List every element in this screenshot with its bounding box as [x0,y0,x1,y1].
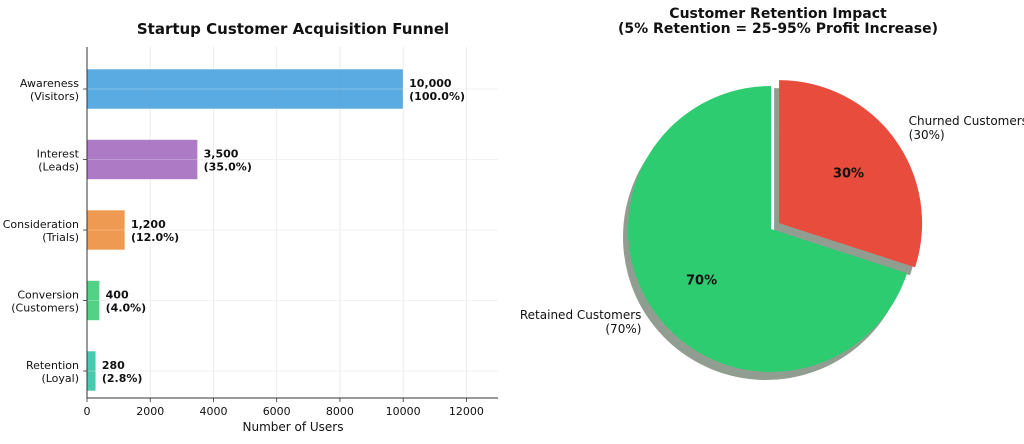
pie-chart-subtitle: (5% Retention = 25-95% Profit Increase) [618,21,938,37]
funnel-category-label: Consideration (Trials) [3,218,79,244]
pie-slice-label: Churned Customers (30%) [909,114,1024,142]
funnel-x-tick-label: 10000 [386,405,421,418]
pie-slice-label: Retained Customers (70%) [520,308,642,336]
funnel-category-name: Conversion [17,289,79,302]
funnel-category-name: Interest [37,148,80,161]
funnel-x-axis-label: Number of Users [242,420,343,434]
funnel-value-labels: 10,000 (100.0%) 3,500 (35.0%) 1,200 (12.0%) 40… [102,77,465,385]
funnel-bar-awareness [86,68,404,110]
funnel-category-label: Awareness (Visitors) [20,77,79,103]
funnel-value-count: 400 [106,289,129,302]
funnel-category-label: Retention (Loyal) [26,359,79,385]
funnel-chart: Startup Customer Acquisition Funnel Awar… [3,20,498,434]
pie-slice-churned-customers [779,80,923,268]
funnel-value-percent: (12.0%) [131,231,179,244]
funnel-category-sub: (Leads) [38,161,79,174]
pie-percent-label: 70% [686,273,717,288]
pie-slice-name: Churned Customers [909,114,1024,128]
funnel-x-tick-label: 0 [84,405,91,418]
funnel-category-name: Consideration [3,218,79,231]
pie-slice-retained-customers [627,86,908,372]
funnel-axes [83,47,498,402]
funnel-category-sub: (Loyal) [41,372,79,385]
funnel-category-label: Interest (Leads) [37,148,80,174]
funnel-value-label: 10,000 (100.0%) [409,77,465,103]
funnel-value-count: 280 [102,359,125,372]
funnel-category-labels: Awareness (Visitors) Interest (Leads) Consid… [3,77,80,385]
funnel-bar-interest [86,139,198,180]
funnel-x-tick-label: 6000 [263,405,291,418]
funnel-x-tick-labels: 0 2000 4000 6000 8000 10000 12000 [84,405,484,418]
funnel-value-count: 3,500 [204,148,239,161]
funnel-value-percent: (4.0%) [106,302,147,315]
funnel-category-label: Conversion (Customers) [11,289,79,315]
pie-slice-percent: (70%) [605,322,641,336]
funnel-value-percent: (35.0%) [204,161,252,174]
funnel-value-percent: (100.0%) [409,90,465,103]
funnel-value-label: 3,500 (35.0%) [204,148,252,174]
pie-chart-title: Customer Retention Impact [669,6,887,22]
funnel-x-tick-label: 4000 [199,405,227,418]
funnel-category-name: Awareness [20,77,79,90]
funnel-bar-consideration [86,209,126,251]
funnel-chart-title: Startup Customer Acquisition Funnel [137,20,449,38]
funnel-bars [86,68,404,392]
funnel-value-percent: (2.8%) [102,372,143,385]
funnel-category-sub: (Visitors) [30,90,79,103]
funnel-value-count: 1,200 [131,218,166,231]
pie-slice-name: Retained Customers [520,308,642,322]
funnel-value-label: 400 (4.0%) [106,289,147,315]
funnel-category-sub: (Trials) [42,231,79,244]
funnel-value-label: 280 (2.8%) [102,359,143,385]
pie-labels: 30% Churned Customers (30%) 70% Retained Cus… [520,114,1024,336]
funnel-x-tick-label: 2000 [136,405,164,418]
retention-pie-chart: Customer Retention Impact (5% Retention … [520,6,1024,380]
funnel-category-sub: (Customers) [11,302,79,315]
funnel-category-name: Retention [26,359,79,372]
pie-percent-label: 30% [833,167,864,182]
funnel-value-count: 10,000 [409,77,452,90]
funnel-x-tick-label: 12000 [449,405,484,418]
pie-slices [627,80,923,372]
funnel-value-label: 1,200 (12.0%) [131,218,179,244]
pie-slice-percent: (30%) [909,128,945,142]
funnel-x-tick-label: 8000 [326,405,354,418]
